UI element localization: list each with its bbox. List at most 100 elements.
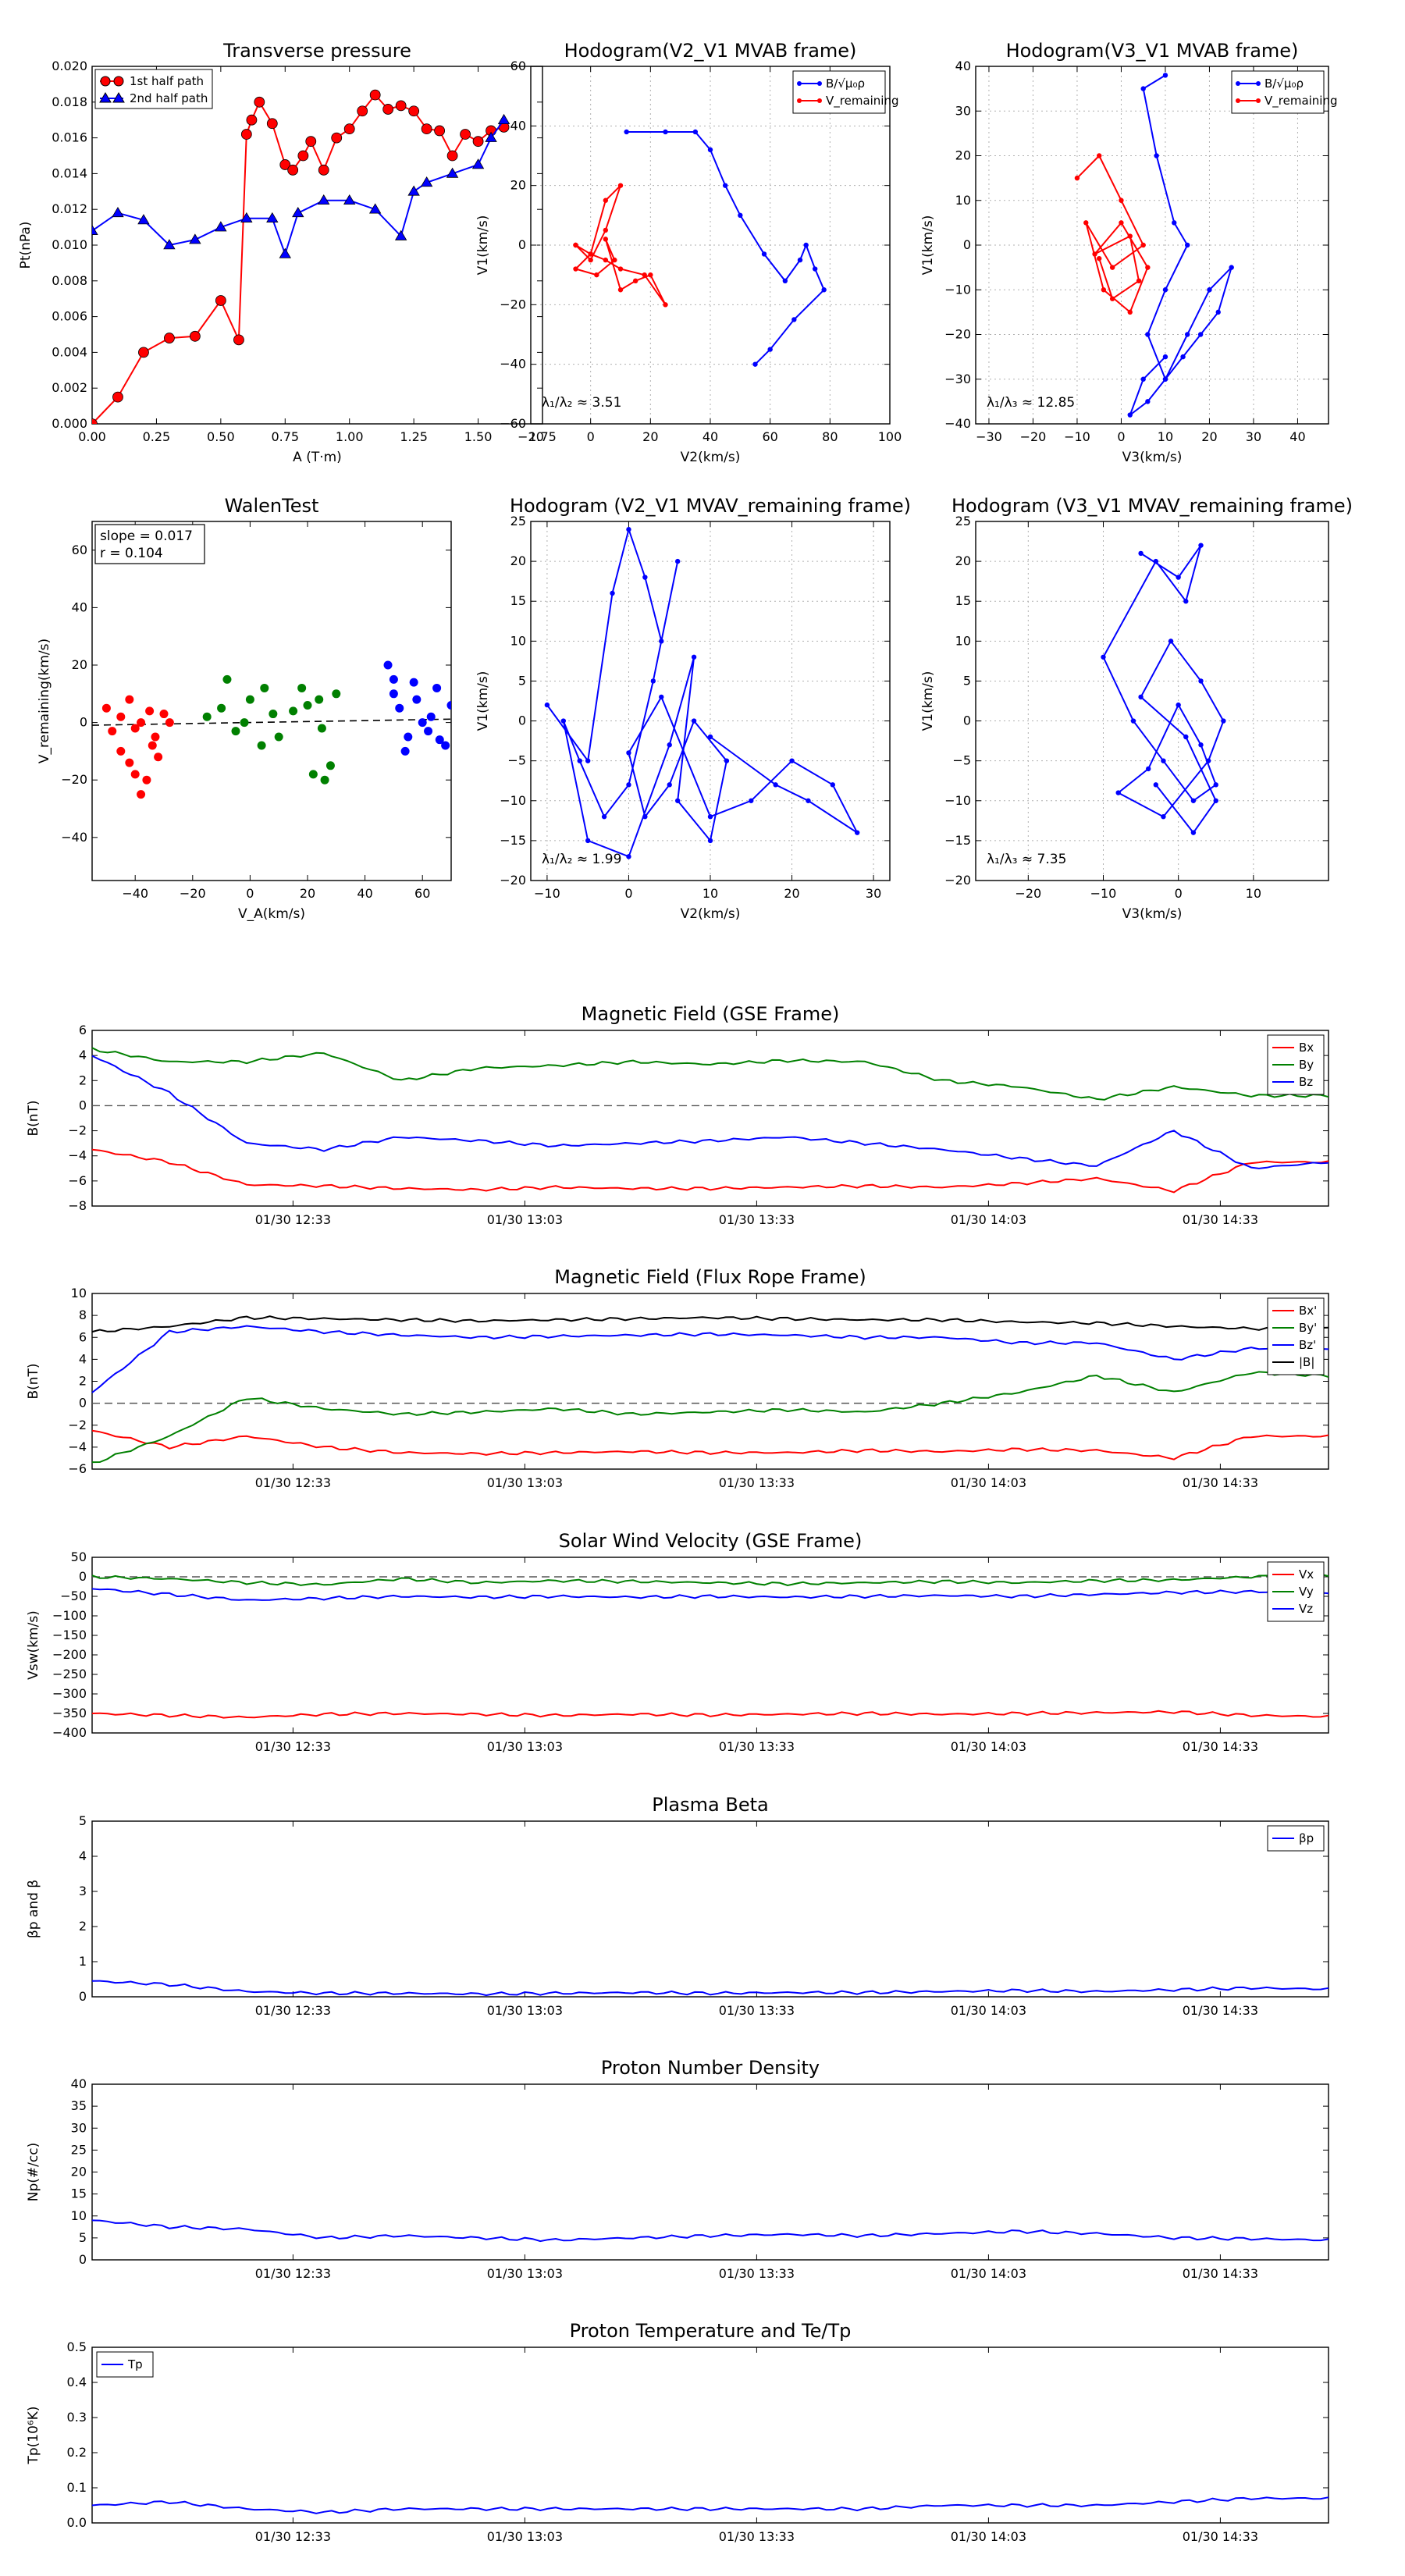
data-point xyxy=(246,114,258,126)
data-point xyxy=(92,418,98,424)
data-point xyxy=(1207,287,1212,293)
y-tick-label: −5 xyxy=(507,753,526,768)
data-point xyxy=(1140,376,1146,382)
x-tick-label: 01/30 14:03 xyxy=(951,1475,1026,1490)
y-tick-label: 25 xyxy=(71,2142,87,2157)
legend-label: Vz xyxy=(1299,1602,1313,1616)
data-point xyxy=(1145,399,1151,404)
y-tick-label: 20 xyxy=(72,657,87,672)
y-tick-label: −15 xyxy=(944,833,971,848)
data-point xyxy=(269,710,278,719)
data-point xyxy=(274,732,283,742)
data-point xyxy=(369,89,381,101)
data-point xyxy=(830,782,836,788)
data-point xyxy=(432,683,442,692)
data-point xyxy=(1176,702,1181,708)
x-tick-label: 01/30 13:33 xyxy=(719,2003,795,2018)
y-tick-label: −60 xyxy=(500,416,526,431)
data-point xyxy=(164,333,175,343)
x-tick-label: 20 xyxy=(1201,429,1217,444)
x-tick-label: −10 xyxy=(534,886,560,901)
data-point xyxy=(1101,287,1107,293)
x-tick-label: 0.25 xyxy=(143,429,171,444)
data-point xyxy=(1198,742,1204,748)
y-tick-label: −20 xyxy=(500,297,526,311)
y-tick-label: 40 xyxy=(510,118,526,133)
ts-panel-3: 01/30 12:33 01/30 13:03 01/30 13:33 01/30 1… xyxy=(26,1530,1329,1754)
legend-marker xyxy=(1256,98,1261,103)
data-point xyxy=(112,391,123,403)
y-axis-label: βp and β xyxy=(26,1880,41,1938)
data-point xyxy=(1162,354,1168,360)
data-point xyxy=(1092,251,1097,257)
panel-title: Hodogram(V2_V1 MVAB frame) xyxy=(564,40,857,62)
x-tick-label: 01/30 13:33 xyxy=(719,2266,795,2281)
x-tick-label: 01/30 14:33 xyxy=(1183,1475,1258,1490)
data-point xyxy=(472,136,484,148)
data-point xyxy=(1115,790,1121,795)
data-point xyxy=(383,660,393,670)
x-tick-label: −10 xyxy=(1090,886,1117,901)
data-point xyxy=(803,242,809,248)
data-point xyxy=(1183,599,1189,604)
data-point xyxy=(626,782,631,788)
y-tick-label: 15 xyxy=(510,593,526,608)
plot-frame xyxy=(91,1820,1329,1998)
data-point xyxy=(626,854,631,859)
data-point xyxy=(343,123,355,135)
data-point xyxy=(854,830,860,835)
data-point xyxy=(245,695,254,704)
data-point xyxy=(231,727,240,736)
y-tick-label: 10 xyxy=(510,633,526,648)
y-tick-label: −40 xyxy=(61,830,87,845)
y-tick-label: 40 xyxy=(71,2076,87,2091)
y-tick-label: 0.016 xyxy=(52,130,87,145)
data-point xyxy=(1221,718,1226,724)
data-point xyxy=(1101,654,1106,660)
legend-marker xyxy=(1236,81,1240,86)
legend-label: B/√μ₀ρ xyxy=(1264,76,1304,91)
x-tick-label: −30 xyxy=(976,429,1002,444)
y-axis-label: Np(#/cc) xyxy=(26,2143,41,2201)
data-point xyxy=(424,727,433,736)
data-point xyxy=(617,266,624,272)
data-point xyxy=(297,683,307,692)
x-tick-label: 01/30 12:33 xyxy=(255,1212,331,1227)
data-point xyxy=(692,129,699,135)
y-tick-label: 2 xyxy=(79,1374,87,1389)
y-tick-label: 0.000 xyxy=(52,416,87,431)
y-tick-label: 0.5 xyxy=(67,2339,87,2354)
y-tick-label: 30 xyxy=(955,103,971,118)
data-point xyxy=(659,639,664,644)
data-point xyxy=(426,712,436,721)
data-point xyxy=(1205,758,1211,763)
data-point xyxy=(1153,782,1159,788)
data-point xyxy=(1161,814,1166,820)
data-point xyxy=(1176,575,1181,580)
y-tick-label: 0.006 xyxy=(52,309,87,324)
x-tick-label: −20 xyxy=(518,429,544,444)
data-point xyxy=(112,206,124,218)
y-tick-label: −15 xyxy=(500,833,526,848)
data-point xyxy=(612,257,617,263)
data-point xyxy=(138,347,149,358)
y-tick-label: 0 xyxy=(79,2252,87,2267)
panel-title: Hodogram (V3_V1 MVAV_remaining frame) xyxy=(951,495,1353,517)
data-point xyxy=(266,118,278,130)
data-point xyxy=(738,212,743,219)
data-point xyxy=(400,746,410,756)
y-tick-label: 10 xyxy=(71,1286,87,1300)
data-point xyxy=(357,105,368,117)
panel-title: Plasma Beta xyxy=(652,1794,768,1816)
panel-title: Hodogram(V3_V1 MVAB frame) xyxy=(1006,40,1299,62)
ts-panel-2: 01/30 12:33 01/30 13:03 01/30 13:33 01/30 1… xyxy=(26,1266,1329,1490)
y-tick-label: 25 xyxy=(510,514,526,528)
data-point xyxy=(1190,830,1197,835)
x-tick-label: 01/30 13:03 xyxy=(487,2003,563,2018)
ratio-annotation: λ₁/λ₂ ≈ 1.99 xyxy=(542,852,621,867)
data-point xyxy=(650,678,656,684)
data-point xyxy=(1136,278,1142,283)
series-group xyxy=(92,660,451,799)
y-axis-label: V1(km/s) xyxy=(475,215,491,276)
y-tick-label: 5 xyxy=(963,673,971,688)
